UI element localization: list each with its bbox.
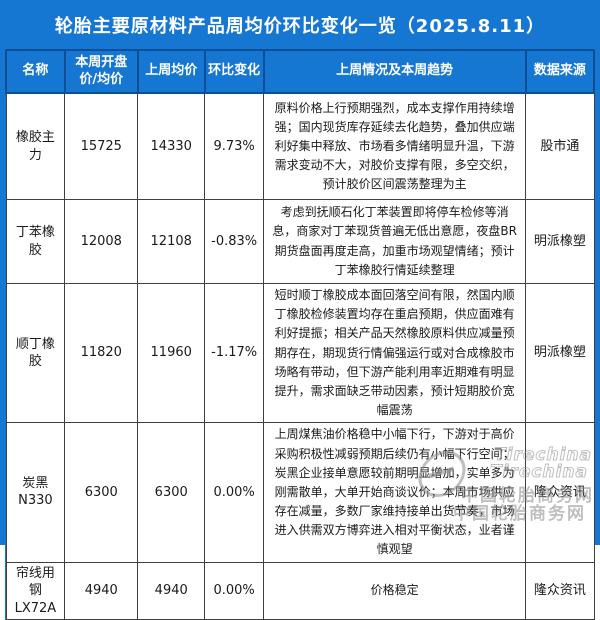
- current-price: 4940: [64, 561, 139, 620]
- change-percent: -1.17%: [204, 282, 265, 424]
- last-week-price: 6300: [137, 422, 206, 563]
- table-row: 帘线用钢LX72A 4940 4940 0.00% 价格稳定 隆众资讯: [5, 561, 595, 620]
- header-change: 环比变化: [203, 49, 265, 94]
- material-name: 帘线用钢LX72A: [5, 561, 66, 620]
- change-percent: 0.00%: [204, 422, 265, 563]
- header-current-price: 本周开盘价/均价: [63, 49, 139, 94]
- trend-summary: 短时顺丁橡胶成本面回落空间有限，然国内顺丁橡胶检修装置均存在重启预期，供应面难有…: [263, 282, 527, 424]
- current-price: 11820: [64, 282, 139, 424]
- material-name: 橡胶主力: [5, 92, 66, 200]
- last-week-price: 14330: [137, 92, 206, 200]
- header-source: 数据来源: [524, 49, 596, 94]
- table-row: 顺丁橡胶 11820 11960 -1.17% 短时顺丁橡胶成本面回落空间有限，…: [5, 282, 595, 424]
- change-percent: -0.83%: [204, 199, 265, 284]
- last-week-price: 4940: [137, 561, 206, 620]
- current-price: 6300: [64, 422, 139, 563]
- page-title: 轮胎主要原材料产品周均价环比变化一览（2025.8.11）: [54, 15, 546, 37]
- price-table: 名称 本周开盘价/均价 上周均价 环比变化 上周情况及本周趋势 数据来源 橡胶主…: [5, 49, 596, 620]
- table-row: 炭黑N330 6300 6300 0.00% 上周煤焦油价格稳中小幅下行，下游对…: [5, 422, 595, 563]
- table-header-row: 名称 本周开盘价/均价 上周均价 环比变化 上周情况及本周趋势 数据来源: [5, 49, 596, 94]
- header-name: 名称: [5, 49, 66, 94]
- trend-summary: 原料价格上行预期强烈，成本支撑作用持续增强；国内现货库存延续去化趋势，叠加供应端…: [263, 92, 527, 200]
- current-price: 12008: [64, 199, 139, 284]
- data-source: 股市通: [525, 92, 595, 200]
- current-price: 15725: [64, 92, 139, 200]
- table-row: 橡胶主力 15725 14330 9.73% 原料价格上行预期强烈，成本支撑作用…: [5, 92, 595, 200]
- change-percent: 0.00%: [204, 561, 265, 620]
- header-last-week-price: 上周均价: [136, 49, 206, 94]
- data-source: 隆众资讯: [525, 561, 595, 620]
- material-name: 炭黑N330: [5, 422, 66, 563]
- trend-summary: 上周煤焦油价格稳中小幅下行，下游对于高价采购积极性减弱预期后续仍有小幅下行空间；…: [263, 422, 527, 563]
- data-source: 隆众资讯: [525, 422, 595, 563]
- data-source: 明派橡塑: [525, 199, 595, 284]
- header-summary: 上周情况及本周趋势: [262, 49, 527, 94]
- last-week-price: 12108: [137, 199, 206, 284]
- change-percent: 9.73%: [204, 92, 265, 200]
- material-name: 丁苯橡胶: [5, 199, 66, 284]
- data-source: 明派橡塑: [525, 282, 595, 424]
- material-name: 顺丁橡胶: [5, 282, 66, 424]
- trend-summary: 考虑到抚顺石化丁苯装置即将停车检修等消息，商家对丁苯现货普遍无低出意愿，夜盘BR…: [263, 199, 527, 284]
- trend-summary: 价格稳定: [263, 561, 527, 620]
- table-row: 丁苯橡胶 12008 12108 -0.83% 考虑到抚顺石化丁苯装置即将停车检…: [5, 199, 595, 284]
- last-week-price: 11960: [137, 282, 206, 424]
